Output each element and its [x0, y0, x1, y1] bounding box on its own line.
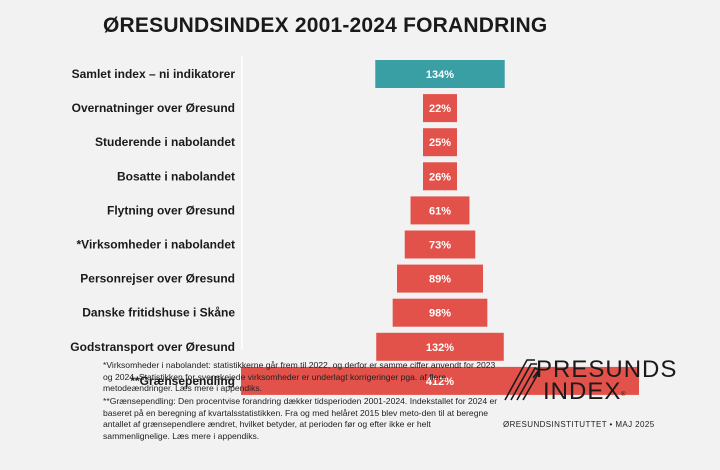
footnote-graensependling: **Grænsependling: Den procentvise forand… — [103, 396, 498, 441]
bar-0 — [375, 60, 505, 88]
footnote-virksomheder: *Virksomheder i nabolandet: statistikker… — [103, 360, 496, 394]
logo-registered-mark: ® — [621, 392, 626, 398]
bar-3 — [423, 162, 457, 191]
bar-value-label: 73% — [429, 240, 451, 252]
bar-4 — [410, 196, 470, 225]
category-label: Overnatninger over Øresund — [72, 101, 235, 115]
logo-text-line1: PRESUNDS — [536, 356, 678, 383]
bar-7 — [392, 298, 488, 327]
bar-5 — [404, 230, 476, 259]
bar-8 — [376, 332, 504, 361]
logo-text-line2: INDEX — [543, 378, 622, 405]
credit-line: ØRESUNDSINSTITUTTET • MAJ 2025 — [503, 420, 655, 429]
bar-value-label: 89% — [429, 274, 451, 286]
oresundsindex-logo: PRESUNDS INDEX ® — [503, 356, 676, 405]
bar-9 — [241, 366, 639, 395]
category-label: *Virksomheder i nabolandet — [77, 238, 236, 252]
category-label: Bosatte i nabolandet — [117, 169, 235, 183]
bar-2 — [423, 128, 457, 157]
bar-1 — [423, 94, 457, 123]
category-label: Godstransport over Øresund — [70, 340, 235, 354]
category-label: Studerende i nabolandet — [95, 135, 235, 149]
bar-value-label: 132% — [426, 342, 454, 354]
bar-value-label: 61% — [429, 205, 451, 217]
category-label: **Grænsependling — [130, 374, 235, 388]
category-label: Flytning over Øresund — [107, 203, 235, 217]
bar-value-label: 25% — [429, 137, 451, 149]
bar-value-label: 98% — [429, 308, 451, 320]
logo-stripes-icon — [504, 359, 541, 401]
category-label: Samlet index – ni indikatorer — [72, 67, 236, 81]
page-title: ØRESUNDSINDEX 2001-2024 FORANDRING — [103, 14, 548, 37]
bar-value-label: 412% — [426, 376, 454, 388]
bar-6 — [397, 264, 483, 293]
category-label: Personrejser over Øresund — [80, 272, 235, 286]
bar-value-label: 26% — [429, 171, 451, 183]
bar-value-label: 22% — [429, 103, 451, 115]
category-label: Danske fritidshuse i Skåne — [82, 306, 235, 320]
bar-value-label: 134% — [426, 69, 454, 81]
